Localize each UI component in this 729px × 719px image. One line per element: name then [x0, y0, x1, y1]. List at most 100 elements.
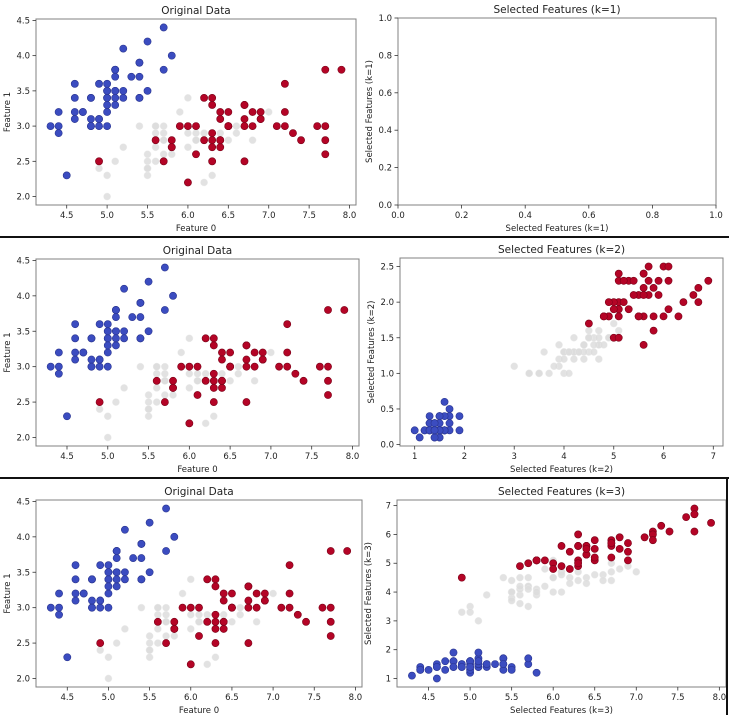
data-point-class-0 [111, 65, 120, 74]
data-point-class-0 [112, 547, 121, 555]
y-tick-label: 0.6 [378, 89, 392, 99]
data-point-class-2 [95, 157, 103, 166]
data-point-class-1 [565, 348, 573, 356]
data-point-class-1 [570, 333, 578, 342]
data-point-class-1 [184, 143, 192, 152]
data-point-class-2 [291, 369, 300, 378]
data-point-class-0 [103, 122, 112, 130]
data-point-class-2 [167, 136, 176, 145]
data-point-class-2 [619, 298, 628, 307]
data-point-class-0 [167, 51, 176, 60]
data-point-class-2 [644, 262, 653, 271]
data-point-class-1 [192, 136, 200, 144]
y-tick-label: 3.0 [16, 122, 30, 132]
row-separator [0, 477, 729, 479]
data-point-class-0 [415, 433, 424, 442]
x-tick-label: 6.5 [222, 211, 236, 221]
y-tick-label: 2.5 [380, 263, 394, 273]
data-point-class-1 [120, 384, 128, 392]
data-point-class-1 [516, 573, 524, 582]
data-point-class-0 [129, 554, 138, 562]
data-point-class-2 [694, 298, 703, 307]
axes-frame [35, 499, 363, 688]
data-point-class-1 [203, 660, 212, 669]
data-point-class-2 [557, 542, 566, 550]
data-point-class-1 [549, 573, 557, 582]
data-point-class-1 [228, 618, 236, 626]
data-point-class-0 [78, 108, 87, 116]
x-tick-label: 7.0 [266, 693, 280, 703]
y-tick-label: 2 [386, 646, 391, 656]
x-tick-label: 0.6 [582, 211, 596, 221]
x-tick-label: 4 [561, 452, 566, 462]
data-point-class-2 [177, 362, 186, 371]
data-point-class-0 [54, 362, 63, 371]
y-tick-label: 4.5 [16, 256, 30, 266]
data-point-class-1 [582, 579, 591, 588]
y-tick-label: 3.5 [16, 87, 30, 97]
data-point-class-2 [209, 376, 218, 385]
data-point-class-0 [104, 575, 113, 584]
x-tick-label: 7.5 [302, 211, 316, 221]
data-point-class-1 [224, 136, 233, 144]
y-tick-label: 2.0 [16, 193, 30, 203]
data-point-class-2 [226, 362, 235, 371]
data-point-class-1 [516, 582, 524, 591]
axes-frame [35, 18, 357, 206]
data-point-class-0 [111, 86, 120, 95]
data-point-class-0 [103, 348, 112, 357]
data-point-class-2 [590, 553, 599, 562]
data-point-class-0 [70, 79, 79, 88]
data-point-class-2 [649, 326, 658, 335]
data-point-class-0 [103, 108, 112, 116]
data-point-class-0 [455, 412, 464, 420]
panel-border-right [726, 477, 728, 715]
x-axis-label: Selected Features (k=2) [510, 465, 613, 475]
data-point-class-1 [121, 625, 129, 633]
data-point-class-0 [95, 320, 104, 329]
data-point-class-2 [639, 269, 648, 278]
x-tick-label: 1.0 [709, 211, 723, 221]
x-tick-label: 6.5 [223, 452, 237, 462]
data-point-class-2 [258, 348, 267, 357]
data-point-class-1 [103, 171, 111, 180]
data-point-class-2 [285, 603, 294, 612]
data-point-class-2 [324, 376, 332, 385]
data-point-class-2 [664, 262, 673, 271]
data-point-class-2 [326, 617, 335, 626]
data-point-class-0 [424, 665, 433, 674]
x-tick-label: 8.0 [346, 452, 360, 462]
x-tick-label: 5.5 [505, 693, 519, 703]
x-tick-label: 5.5 [143, 693, 157, 703]
data-point-class-2 [211, 575, 220, 584]
data-point-class-1 [466, 608, 474, 617]
data-point-class-2 [160, 398, 169, 406]
x-tick-label: 8.0 [713, 693, 727, 703]
y-axis-label: Feature 1 [3, 332, 13, 372]
y-axis-label: Feature 1 [3, 92, 13, 132]
data-point-class-2 [203, 575, 212, 584]
data-point-class-1 [95, 405, 104, 413]
data-point-class-0 [95, 122, 103, 130]
data-point-class-1 [600, 341, 608, 349]
data-point-class-2 [704, 276, 713, 285]
data-point-class-2 [582, 544, 591, 553]
data-point-class-2 [169, 376, 177, 385]
data-point-class-1 [264, 108, 273, 116]
data-point-class-0 [119, 86, 128, 95]
data-point-class-2 [216, 108, 225, 116]
data-point-class-0 [103, 334, 112, 343]
data-point-class-0 [54, 369, 63, 378]
data-point-class-1 [143, 150, 152, 159]
plot-area [36, 500, 362, 687]
data-point-class-1 [186, 610, 195, 619]
data-point-class-0 [532, 668, 541, 677]
x-tick-label: 7.0 [264, 452, 278, 462]
data-point-class-2 [629, 276, 638, 285]
data-point-class-1 [112, 639, 121, 647]
data-point-class-0 [159, 23, 168, 32]
data-point-class-2 [648, 536, 657, 545]
data-point-class-0 [160, 263, 169, 272]
data-point-class-1 [615, 565, 624, 573]
data-point-class-2 [340, 306, 349, 314]
